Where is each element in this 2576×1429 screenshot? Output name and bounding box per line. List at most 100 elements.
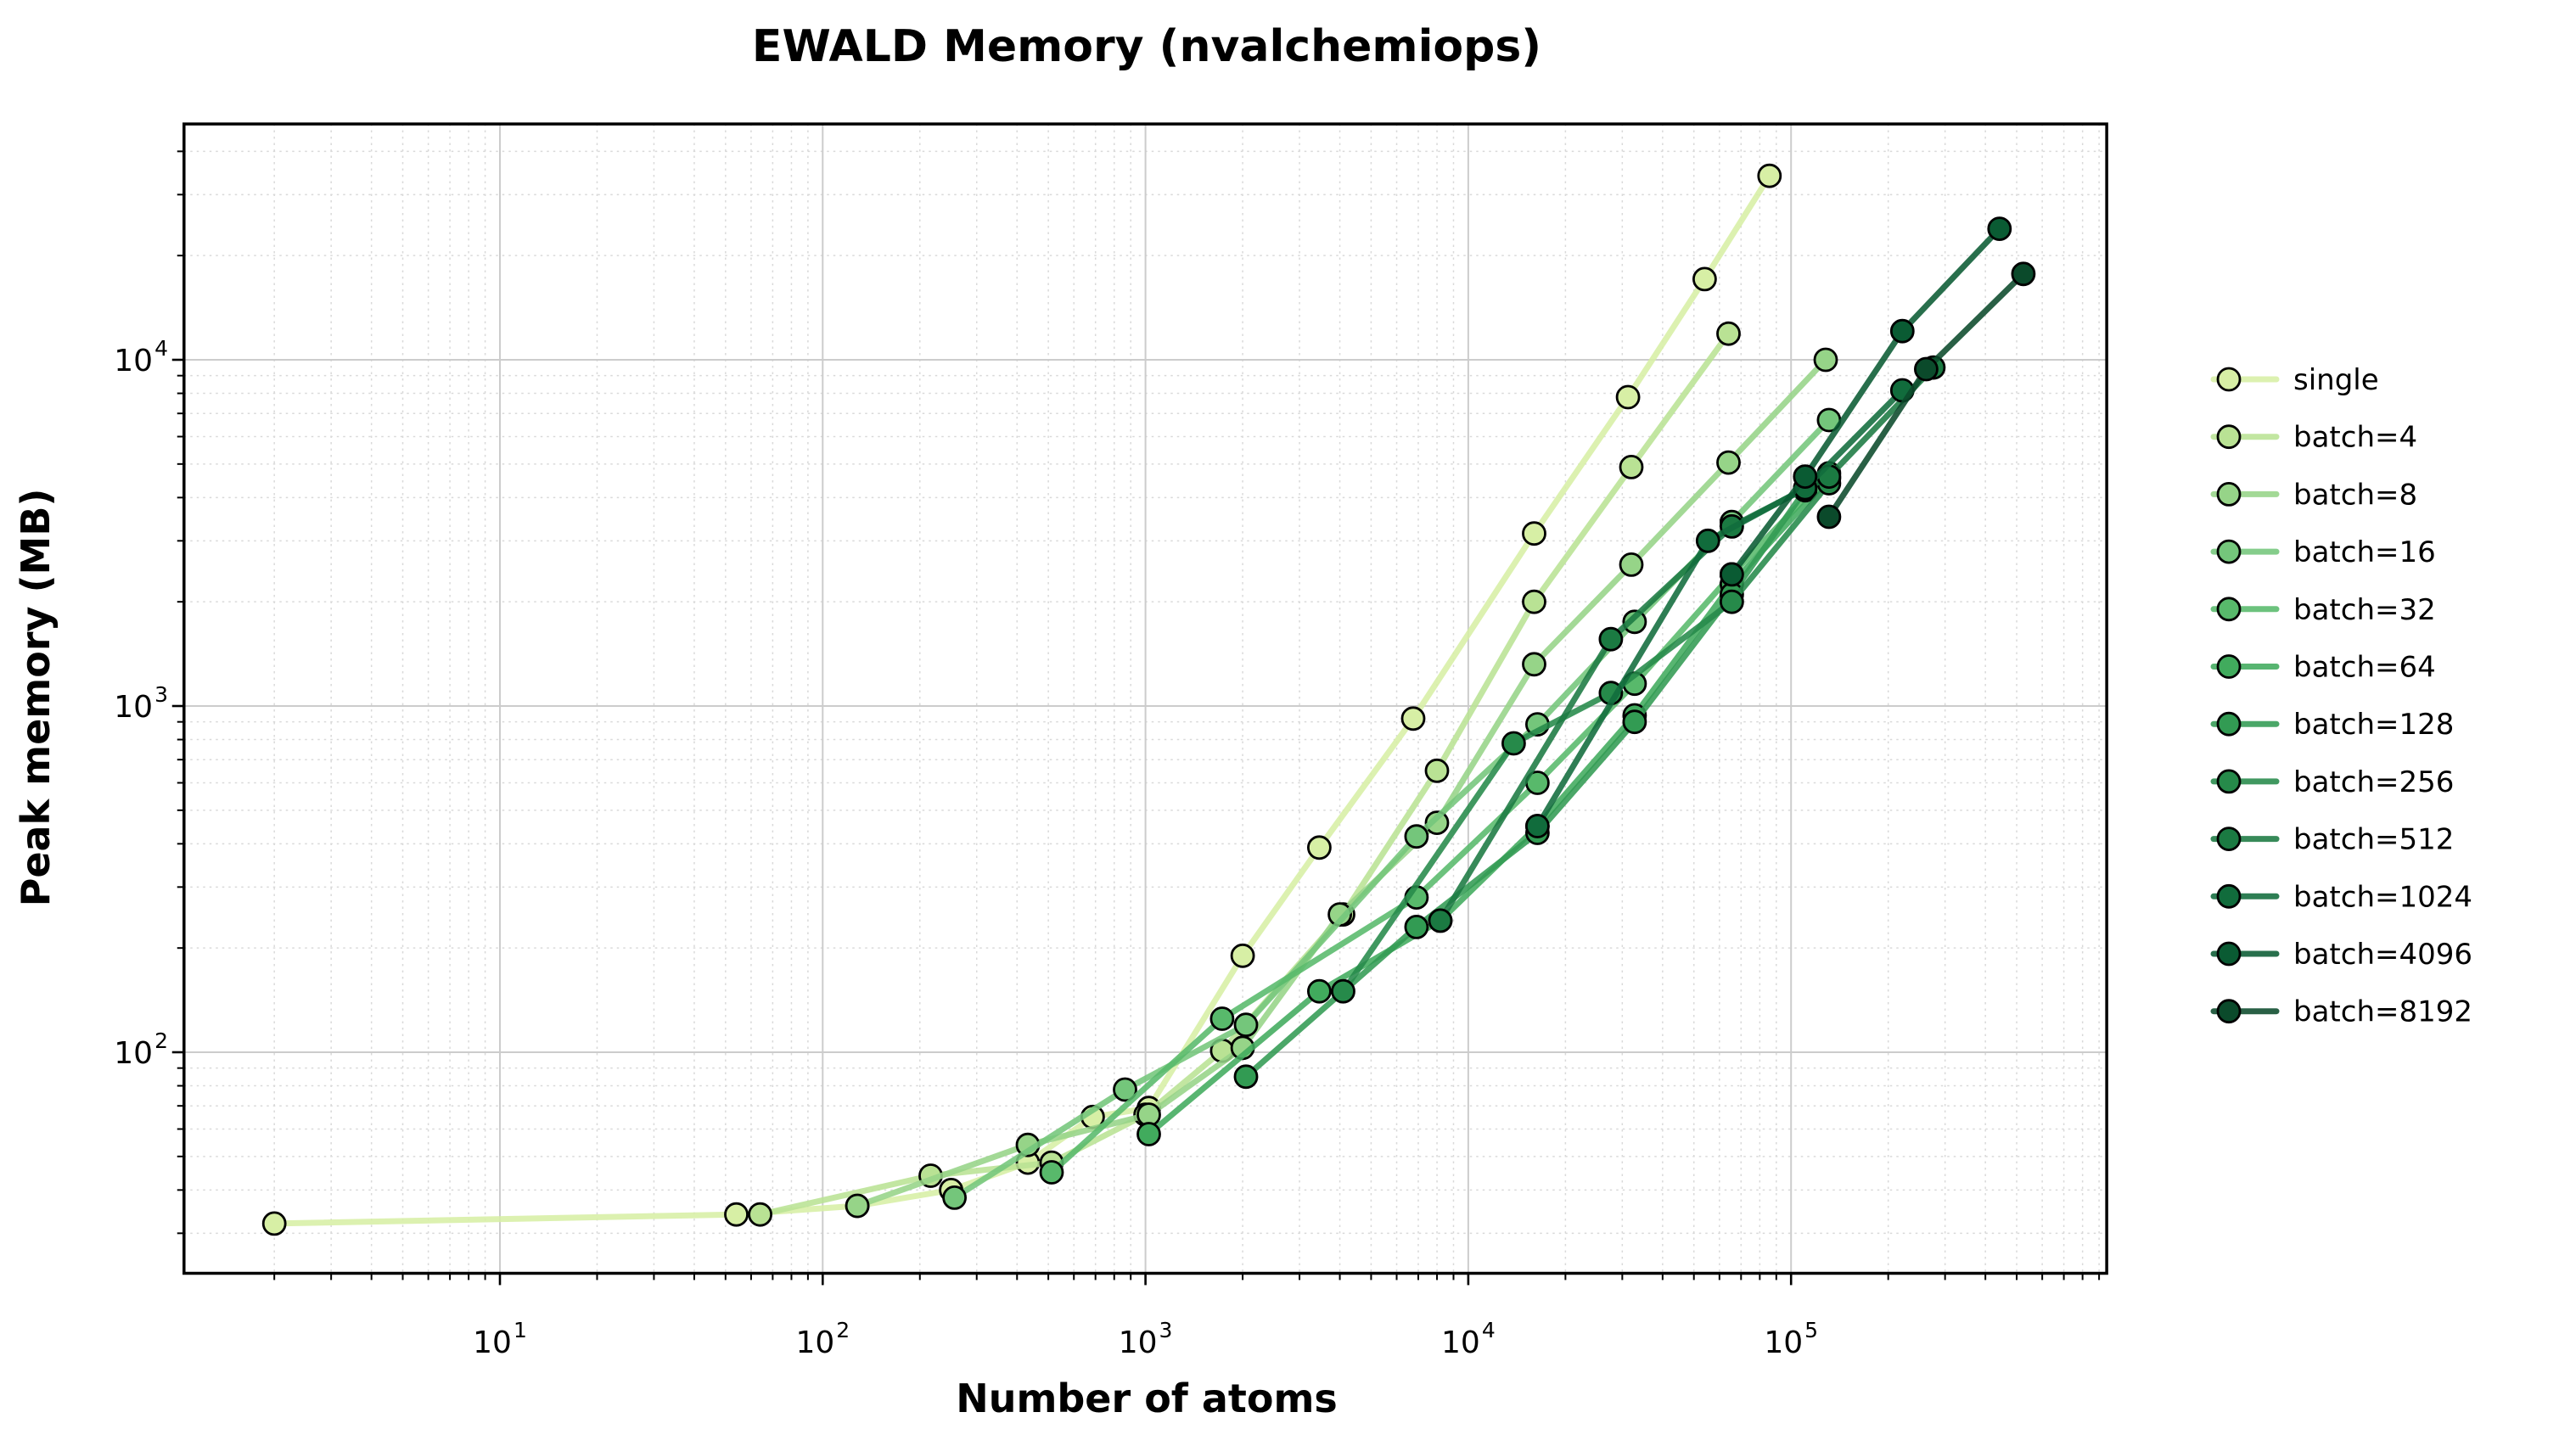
x-tick-label: 103 [1119,1318,1173,1360]
data-point-single [1307,835,1332,860]
data-point-batch-8 [845,1193,870,1219]
data-point-batch-8192 [1913,356,1939,382]
series-line-batch-4096 [1728,226,2003,578]
x-tick-label: 105 [1764,1318,1818,1360]
legend-marker-batch-32 [2216,597,2242,622]
legend-item-batch-8192: batch=8192 [2210,995,2472,1029]
y-axis-label: Peak memory (MB) [13,489,59,907]
data-point-batch-4 [1716,321,1741,346]
legend-item-batch-32: batch=32 [2210,593,2436,627]
data-point-batch-512 [1428,908,1453,933]
data-point-batch-4 [1522,589,1546,614]
legend-item-batch-8: batch=8 [2210,478,2417,512]
y-tick-label: 103 [114,682,168,725]
series-line-single [271,172,1773,1227]
y-tick-label: 102 [114,1028,168,1071]
legend-label-batch-4096: batch=4096 [2293,938,2472,972]
legend-label-batch-1024: batch=1024 [2293,880,2472,914]
data-point-batch-4 [1424,758,1450,783]
legend-item-batch-256: batch=256 [2210,765,2454,799]
legend-label-batch-8: batch=8 [2293,478,2417,512]
legend: single batch=4 batch=8 batch=16 batch=32 batc… [2210,363,2472,1029]
legend-marker-batch-4096 [2216,941,2242,967]
legend-item-batch-512: batch=512 [2210,823,2454,857]
data-point-batch-4 [1619,455,1644,479]
series-single [261,163,1782,1236]
x-tick-label: 102 [795,1318,850,1360]
x-axis-label: Number of atoms [956,1376,1338,1421]
legend-label-batch-256: batch=256 [2293,765,2454,799]
y-tick-label: 104 [114,336,168,378]
data-point-batch-512 [1598,626,1624,652]
legend-item-batch-4: batch=4 [2210,421,2417,455]
legend-marker-batch-64 [2216,654,2242,679]
data-point-batch-4096 [1889,318,1915,344]
data-point-batch-4 [748,1202,772,1227]
data-point-batch-16 [1404,824,1429,849]
data-point-batch-4096 [1793,464,1818,489]
data-point-batch-256 [1501,731,1526,756]
legend-item-batch-64: batch=64 [2210,651,2436,685]
chart-title: EWALD Memory (nvalchemiops) [752,21,1541,72]
series-layer [261,163,2036,1236]
data-point-batch-256 [1331,978,1355,1004]
legend-item-batch-1024: batch=1024 [2210,880,2472,914]
legend-label-batch-16: batch=16 [2293,535,2436,569]
series-line-batch-128 [1243,487,1809,1080]
data-point-batch-4096 [1987,216,2012,242]
series-batch-4096 [1720,216,2012,587]
data-point-single [1757,163,1782,188]
legend-marker-batch-128 [2216,711,2242,737]
legend-label-batch-8192: batch=8192 [2293,995,2472,1029]
data-point-batch-8 [1522,652,1546,677]
series-batch-8192 [1816,261,2036,530]
legend-marker-batch-16 [2216,539,2242,564]
data-point-single [1230,943,1255,968]
data-point-batch-4096 [1720,562,1744,587]
tick-labels-layer: 101 102 103 104 105 102 103 104 [114,336,1818,1360]
data-point-batch-1024 [1525,814,1550,838]
data-point-batch-128 [1404,915,1429,939]
data-point-batch-16 [1113,1077,1137,1102]
data-point-single [724,1202,749,1227]
legend-marker-batch-1024 [2216,883,2242,909]
legend-item-batch-16: batch=16 [2210,535,2436,569]
legend-item-batch-128: batch=128 [2210,708,2454,742]
legend-marker-batch-4 [2216,424,2242,450]
legend-label-batch-128: batch=128 [2293,708,2454,742]
data-point-single [1692,266,1717,292]
data-point-batch-16 [942,1185,967,1210]
legend-marker-batch-512 [2216,827,2242,851]
data-point-batch-256 [1720,589,1744,614]
legend-item-batch-4096: batch=4096 [2210,938,2472,972]
data-point-batch-64 [1307,978,1332,1004]
data-point-batch-8 [1716,450,1741,475]
data-point-batch-8 [1813,347,1838,373]
data-point-batch-64 [1136,1122,1161,1146]
legend-marker-single [2216,367,2242,392]
legend-item-single: single [2210,363,2379,397]
data-point-single [261,1211,287,1236]
legend-marker-batch-8192 [2216,999,2242,1024]
data-point-batch-8192 [2011,261,2036,287]
legend-marker-batch-256 [2216,769,2242,794]
data-point-batch-128 [1233,1064,1259,1090]
data-point-batch-32 [1209,1006,1235,1031]
data-point-batch-8 [1424,810,1450,835]
data-point-batch-128 [1622,709,1647,735]
series-line-batch-1024 [1534,387,1905,829]
data-point-batch-16 [1233,1012,1259,1038]
data-point-single [1522,521,1546,546]
legend-label-batch-512: batch=512 [2293,823,2454,857]
legend-label-single: single [2293,363,2379,397]
data-point-batch-16 [1622,609,1647,635]
x-tick-label: 101 [473,1318,527,1360]
data-point-batch-1024 [1695,528,1720,553]
data-point-batch-8 [1619,552,1644,577]
data-point-batch-32 [1039,1160,1064,1185]
data-point-single [1615,384,1641,410]
x-tick-label: 104 [1441,1318,1496,1360]
data-point-batch-8192 [1816,504,1842,530]
